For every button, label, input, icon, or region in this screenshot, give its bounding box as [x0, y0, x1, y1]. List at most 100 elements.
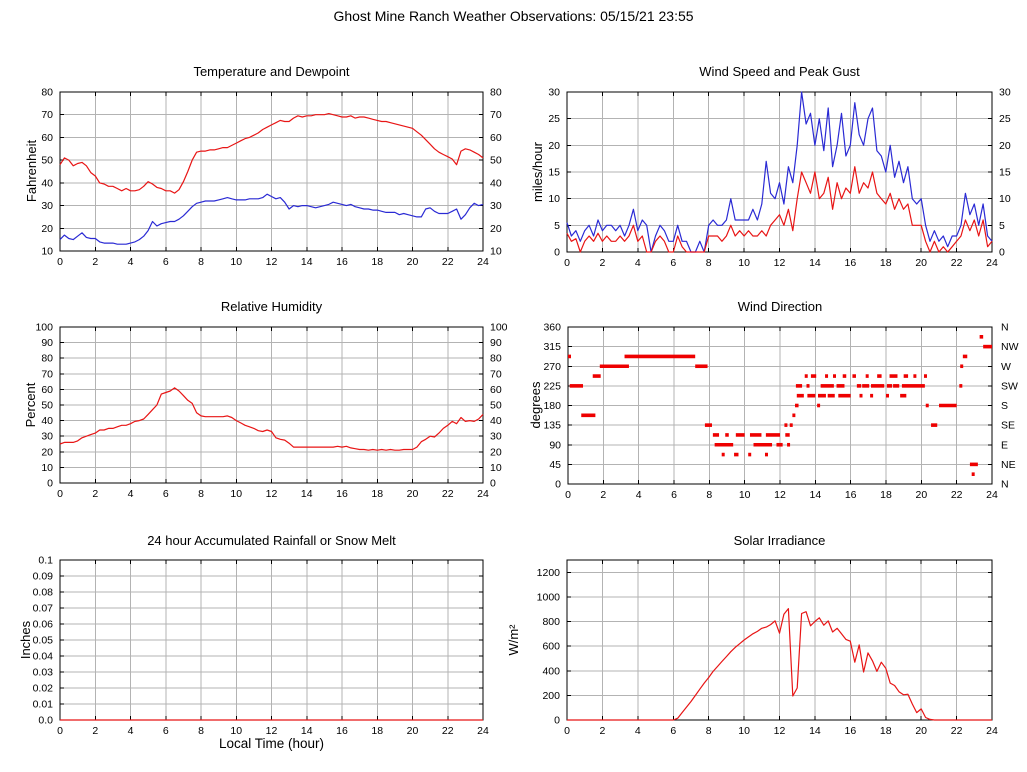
svg-text:30: 30 [999, 87, 1011, 99]
svg-text:30: 30 [548, 87, 560, 99]
svg-text:5: 5 [554, 220, 560, 232]
svg-text:10: 10 [738, 725, 750, 737]
svg-text:0: 0 [490, 478, 496, 490]
svg-text:0: 0 [554, 715, 560, 727]
chart-title: Wind Speed and Peak Gust [699, 64, 860, 79]
svg-text:0: 0 [57, 725, 63, 737]
svg-text:E: E [1001, 439, 1008, 451]
svg-text:6: 6 [671, 489, 677, 501]
svg-text:180: 180 [543, 400, 561, 412]
svg-text:2: 2 [92, 488, 98, 500]
svg-text:18: 18 [880, 725, 892, 737]
svg-text:70: 70 [490, 109, 502, 121]
svg-text:0: 0 [47, 478, 53, 490]
svg-text:0.07: 0.07 [33, 603, 54, 615]
x-axis-label: Local Time (hour) [218, 736, 325, 751]
svg-text:24: 24 [986, 725, 998, 737]
svg-text:6: 6 [670, 725, 676, 737]
svg-text:90: 90 [549, 439, 561, 451]
svg-text:10: 10 [230, 488, 242, 500]
chart-rainfall: 24 hour Accumulated Rainfall or Snow Mel… [0, 523, 513, 772]
svg-text:16: 16 [336, 488, 348, 500]
svg-text:1000: 1000 [537, 591, 561, 603]
svg-text:0.01: 0.01 [33, 699, 54, 711]
svg-text:0: 0 [565, 489, 571, 501]
svg-text:8: 8 [198, 256, 204, 268]
svg-text:20: 20 [999, 140, 1011, 152]
svg-text:10: 10 [738, 257, 750, 269]
svg-text:14: 14 [301, 488, 313, 500]
svg-text:22: 22 [442, 725, 454, 737]
svg-text:80: 80 [41, 87, 53, 99]
svg-text:S: S [1001, 400, 1008, 412]
svg-text:20: 20 [915, 489, 927, 501]
svg-text:30: 30 [41, 200, 53, 212]
svg-text:0.0: 0.0 [38, 715, 53, 727]
svg-text:90: 90 [490, 337, 502, 349]
chart-title: Solar Irradiance [733, 533, 826, 548]
rainfall-plot: 0 2 4 6 8 10 12 14 16 18 20 22 240.00.010.020.030.04… [33, 555, 489, 738]
svg-text:16: 16 [844, 257, 856, 269]
svg-text:20: 20 [407, 488, 419, 500]
svg-text:10: 10 [41, 246, 53, 258]
svg-text:4: 4 [635, 257, 641, 269]
svg-text:4: 4 [128, 488, 134, 500]
svg-text:18: 18 [371, 725, 383, 737]
svg-text:18: 18 [371, 256, 383, 268]
svg-text:0.04: 0.04 [33, 651, 54, 663]
svg-text:0: 0 [564, 257, 570, 269]
svg-text:14: 14 [301, 725, 313, 737]
svg-text:0: 0 [999, 247, 1005, 259]
svg-text:N: N [1001, 322, 1009, 334]
svg-text:10: 10 [230, 256, 242, 268]
svg-text:24: 24 [477, 256, 489, 268]
svg-text:SE: SE [1001, 420, 1015, 432]
svg-text:800: 800 [542, 616, 560, 628]
svg-text:10: 10 [999, 193, 1011, 205]
svg-text:40: 40 [41, 177, 53, 189]
svg-text:8: 8 [198, 725, 204, 737]
svg-text:30: 30 [41, 431, 53, 443]
svg-text:18: 18 [880, 489, 892, 501]
svg-text:14: 14 [809, 489, 821, 501]
svg-text:50: 50 [490, 400, 502, 412]
svg-text:20: 20 [490, 223, 502, 235]
svg-text:10: 10 [490, 246, 502, 258]
svg-text:22: 22 [442, 256, 454, 268]
svg-text:200: 200 [542, 690, 560, 702]
svg-text:80: 80 [490, 353, 502, 365]
svg-text:16: 16 [844, 725, 856, 737]
svg-text:40: 40 [41, 415, 53, 427]
svg-text:0.02: 0.02 [33, 683, 54, 695]
svg-text:30: 30 [490, 431, 502, 443]
svg-text:16: 16 [336, 725, 348, 737]
svg-text:50: 50 [41, 400, 53, 412]
svg-text:16: 16 [845, 489, 857, 501]
svg-text:12: 12 [774, 489, 786, 501]
chart-relative-humidity: Relative Humidity Percent 0 2 4 6 8 10 12 14 16 1… [0, 290, 513, 520]
svg-text:12: 12 [774, 257, 786, 269]
svg-text:6: 6 [163, 256, 169, 268]
svg-text:2: 2 [599, 725, 605, 737]
svg-text:60: 60 [490, 132, 502, 144]
svg-text:6: 6 [163, 488, 169, 500]
svg-text:22: 22 [951, 725, 963, 737]
svg-text:30: 30 [490, 200, 502, 212]
svg-text:14: 14 [301, 256, 313, 268]
svg-text:12: 12 [266, 488, 278, 500]
svg-text:100: 100 [490, 322, 508, 334]
svg-text:20: 20 [41, 446, 53, 458]
chart-title: 24 hour Accumulated Rainfall or Snow Mel… [147, 533, 396, 548]
svg-text:20: 20 [407, 725, 419, 737]
svg-text:80: 80 [41, 353, 53, 365]
svg-text:70: 70 [41, 109, 53, 121]
svg-text:10: 10 [41, 462, 53, 474]
svg-text:0.05: 0.05 [33, 635, 54, 647]
svg-text:14: 14 [809, 725, 821, 737]
svg-text:4: 4 [128, 256, 134, 268]
svg-text:4: 4 [635, 725, 641, 737]
svg-text:12: 12 [774, 725, 786, 737]
solar-irradiance-plot: 0 2 4 6 8 10 12 14 16 18 20 22 240200400600800100012… [537, 559, 998, 737]
